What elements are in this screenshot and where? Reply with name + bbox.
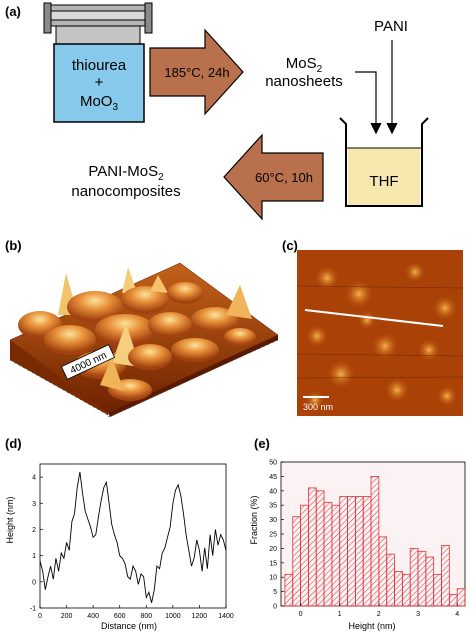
- chart-d-ylabel: Height (nm): [5, 496, 15, 543]
- afm-2d-image: 300 nm: [297, 250, 463, 416]
- chart-e-bar: [354, 496, 364, 607]
- chart-e-bar: [362, 496, 372, 607]
- chart-e-bar: [308, 487, 317, 607]
- chart-d-xtick-label: 600: [114, 613, 126, 620]
- chart-e-bar: [433, 573, 442, 607]
- step2-arrow: [223, 133, 324, 221]
- chart-d-ytick-label: -1: [30, 606, 36, 613]
- chart-e-bar: [331, 504, 341, 607]
- chart-e-ytick-label: 20: [269, 546, 277, 553]
- chart-d-ytick-label: 4: [32, 475, 36, 482]
- autoclave-line2: +: [95, 74, 104, 91]
- panel-label-c: (c): [282, 238, 298, 253]
- panel-label-a: (a): [5, 4, 21, 19]
- afm-peaks: [18, 267, 256, 401]
- autoclave-line3: MoO3: [80, 93, 119, 113]
- panel-label-e: (e): [254, 436, 270, 451]
- chart-d-ytick-label: 0: [32, 579, 36, 586]
- product2-line2: nanocomposites: [71, 183, 180, 200]
- chart-e-xlabel: Height (nm): [348, 621, 395, 631]
- chart-e-xtick-label: 0: [299, 611, 303, 618]
- chart-e-bar: [300, 504, 309, 607]
- chart-d-ytick-label: 1: [32, 553, 36, 560]
- autoclave-icon: [43, 2, 153, 123]
- chart-e-bar: [284, 573, 294, 607]
- chart-e-bar: [425, 556, 435, 607]
- chart-e-bar: [370, 475, 380, 607]
- chart-e-xtick-label: 1: [338, 611, 342, 618]
- chart-d-ytick-label: 3: [32, 501, 36, 508]
- chart-d-xtick-label: 1200: [192, 613, 208, 620]
- chart-e-ytick-label: 0: [273, 604, 277, 611]
- addition-arrows: [355, 40, 398, 135]
- height-profile-chart: Height (nm) Distance (nm) 0 200 400 600 800 1…: [5, 463, 234, 631]
- chart-e-ytick-label: 15: [269, 560, 277, 567]
- height-histogram-chart: Fraction (%) Height (nm) 0 1 2 3 40510152025…: [249, 460, 466, 631]
- chart-e-ytick-label: 10: [269, 575, 277, 582]
- chart-e-ytick-label: 30: [269, 517, 277, 524]
- chart-e-bar: [315, 490, 325, 607]
- chart-e-ytick-label: 25: [269, 532, 277, 539]
- chart-d-xtick-label: 400: [87, 613, 99, 620]
- chart-e-bar: [448, 594, 458, 607]
- chart-d-xlabel: Distance (nm): [101, 621, 157, 631]
- product2-line1: PANI-MoS2: [88, 163, 164, 183]
- chart-e-bar: [417, 550, 427, 607]
- panel-label-b: (b): [5, 238, 22, 253]
- beaker-label: THF: [369, 173, 398, 190]
- chart-e-xtick-label: 3: [416, 611, 420, 618]
- chart-e-ylabel: Fraction (%): [249, 495, 259, 544]
- step1-label: 185°C, 24h: [164, 65, 229, 80]
- afm-3d-scalebar: [60, 344, 116, 380]
- chart-e-bar: [292, 516, 301, 607]
- chart-e-bar: [378, 536, 388, 607]
- step1-arrow: [149, 28, 244, 116]
- chart-e-bar: [394, 571, 403, 607]
- chart-e-ytick-label: 5: [273, 589, 277, 596]
- chart-d-frame: [39, 463, 227, 609]
- chart-e-bar: [323, 501, 333, 607]
- synthesis-scheme: thiourea + MoO3 185°C, 24h MoS2 nanoshee…: [43, 2, 429, 221]
- chart-e-ytick-label: 35: [269, 503, 277, 510]
- chart-e-bar: [339, 496, 348, 607]
- chart-e-bar: [441, 545, 450, 607]
- product1-line1: MoS2: [286, 55, 323, 75]
- panel-label-d: (d): [5, 436, 22, 451]
- chart-e-ytick-label: 40: [269, 488, 277, 495]
- chart-e-xtick-label: 2: [377, 611, 381, 618]
- chart-d-ytick-label: 2: [32, 527, 36, 534]
- chart-d-xtick-label: 0: [38, 613, 42, 620]
- afm-3d-image: 4000 nm: [9, 262, 279, 418]
- pani-label: PANI: [374, 18, 408, 35]
- step2-label: 60°C, 10h: [255, 170, 313, 185]
- chart-e-bar: [386, 553, 395, 607]
- chart-e-xtick-label: 4: [455, 611, 459, 618]
- beaker-icon: [339, 117, 429, 207]
- chart-d-series-line: [39, 471, 227, 603]
- chart-d-xtick-label: 1400: [218, 613, 234, 620]
- chart-d-xtick-label: 200: [61, 613, 73, 620]
- chart-d-xtick-label: 800: [140, 613, 152, 620]
- product1-line2: nanosheets: [265, 73, 343, 90]
- chart-e-bar: [456, 588, 466, 607]
- chart-e-bar: [347, 496, 356, 607]
- afm-profile-line: [304, 309, 444, 327]
- chart-d-xtick-label: 1000: [165, 613, 181, 620]
- chart-e-bar: [401, 573, 411, 607]
- chart-e-ytick-label: 50: [269, 460, 277, 467]
- autoclave-line1: thiourea: [72, 57, 127, 74]
- afm-2d-scalebar-label: 300 nm: [303, 402, 333, 412]
- chart-e-bar: [409, 548, 419, 607]
- afm-2d-spots: [306, 262, 457, 409]
- chart-e-ytick-label: 45: [269, 474, 277, 481]
